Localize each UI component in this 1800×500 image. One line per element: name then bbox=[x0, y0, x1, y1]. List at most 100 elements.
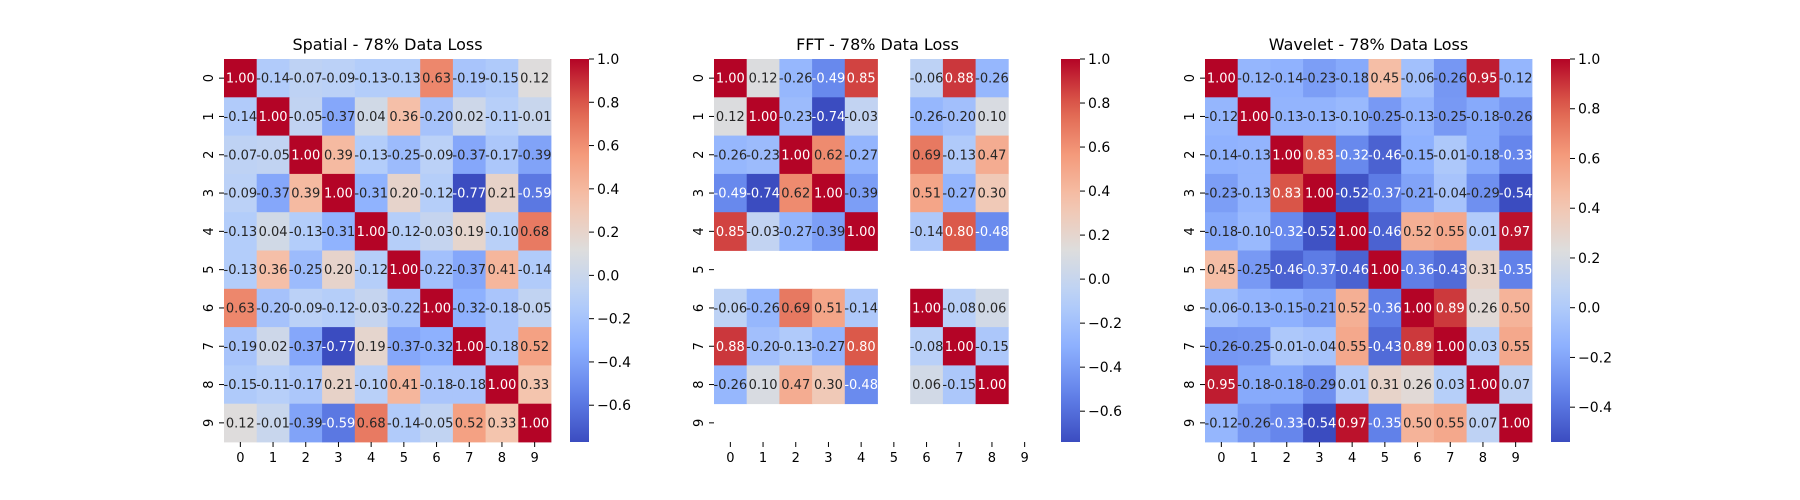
cell-value-label: 1.00 bbox=[357, 225, 386, 240]
heatmap-cell bbox=[1237, 365, 1271, 405]
cell-value-label: -0.13 bbox=[1401, 110, 1435, 125]
cell-value-label: 0.62 bbox=[781, 187, 810, 202]
cell-value-label: 0.20 bbox=[389, 187, 418, 202]
cell-value-label: -0.18 bbox=[1466, 110, 1500, 125]
heatmap-cell bbox=[1237, 327, 1271, 366]
cell-value-label: -0.46 bbox=[1368, 225, 1402, 240]
y-tick-label: 1 bbox=[692, 112, 707, 120]
heatmap-cell bbox=[289, 212, 323, 251]
cell-value-label: -0.15 bbox=[975, 340, 1009, 355]
heatmap-cell bbox=[1335, 173, 1369, 213]
heatmap-cell bbox=[518, 59, 552, 98]
cell-value-label: 1.00 bbox=[1501, 416, 1530, 431]
cell-value-label: -0.59 bbox=[322, 416, 356, 431]
cell-value-label: -0.14 bbox=[256, 72, 290, 87]
cell-value-label: 0.06 bbox=[912, 378, 941, 393]
y-tick-label: 0 bbox=[692, 74, 707, 82]
cell-value-label: -0.25 bbox=[289, 263, 323, 278]
cell-value-label: 1.00 bbox=[814, 187, 843, 202]
heatmap-cell bbox=[256, 327, 290, 366]
heatmap-cell bbox=[1335, 59, 1369, 98]
cell-value-label: -0.09 bbox=[224, 187, 258, 202]
heatmap-cell bbox=[1433, 250, 1467, 290]
heatmap-cell bbox=[518, 327, 552, 366]
heatmap-cell bbox=[844, 327, 878, 366]
cell-value-label: 0.07 bbox=[1501, 378, 1530, 393]
heatmap-cell bbox=[289, 59, 323, 98]
cell-value-label: -0.31 bbox=[322, 225, 356, 240]
heatmap-cell bbox=[322, 365, 356, 405]
heatmap-cell bbox=[1368, 327, 1402, 366]
cell-value-label: -0.09 bbox=[420, 148, 454, 163]
cell-value-label: -0.12 bbox=[322, 301, 356, 316]
heatmap-cell bbox=[452, 173, 486, 213]
heatmap-cell bbox=[1205, 59, 1239, 98]
heatmap-cell bbox=[1303, 365, 1337, 405]
heatmap-cell bbox=[354, 365, 388, 405]
cell-value-label: 0.20 bbox=[324, 263, 353, 278]
cell-value-label: 1.00 bbox=[977, 378, 1006, 393]
cell-value-label: -0.12 bbox=[1205, 416, 1239, 431]
cell-value-label: -0.20 bbox=[746, 340, 780, 355]
heatmap-cell bbox=[1433, 403, 1467, 443]
cell-value-label: 1.00 bbox=[1272, 148, 1301, 163]
heatmap-cell bbox=[1499, 403, 1533, 443]
y-tick-label: 3 bbox=[202, 189, 217, 197]
heatmap-cell bbox=[746, 212, 780, 251]
cell-value-label: -0.49 bbox=[714, 187, 748, 202]
heatmap-cell bbox=[1433, 212, 1467, 251]
cell-value-label: 0.30 bbox=[814, 378, 843, 393]
cell-value-label: -0.54 bbox=[1303, 416, 1337, 431]
cell-value-label: 0.31 bbox=[1468, 263, 1497, 278]
heatmap-cell bbox=[714, 97, 748, 136]
cell-value-label: 1.00 bbox=[389, 263, 418, 278]
cell-value-label: -0.13 bbox=[1270, 110, 1304, 125]
heatmap-cell bbox=[1499, 212, 1533, 251]
y-tick-label: 8 bbox=[692, 380, 707, 388]
cell-value-label: -0.14 bbox=[844, 301, 878, 316]
heatmap-cell bbox=[354, 212, 388, 251]
cell-value-label: 1.00 bbox=[781, 148, 810, 163]
heatmap-cell bbox=[354, 327, 388, 366]
heatmap-cell bbox=[1466, 59, 1500, 98]
heatmap-cell bbox=[746, 97, 780, 136]
cell-value-label: -0.37 bbox=[452, 263, 486, 278]
cell-value-label: 1.00 bbox=[487, 378, 516, 393]
cell-value-label: 1.00 bbox=[912, 301, 941, 316]
cell-value-label: 0.68 bbox=[357, 416, 386, 431]
heatmap-cell bbox=[289, 135, 323, 175]
cell-value-label: -0.22 bbox=[420, 263, 454, 278]
chart-title: Wavelet - 78% Data Loss bbox=[1269, 35, 1468, 54]
heatmap-cell bbox=[746, 59, 780, 98]
heatmap-cell bbox=[1237, 250, 1271, 290]
heatmap-cell bbox=[1433, 59, 1467, 98]
heatmap-cell bbox=[322, 327, 356, 366]
heatmap-cell bbox=[942, 173, 976, 213]
heatmap-cell bbox=[289, 250, 323, 290]
x-tick-label: 2 bbox=[792, 451, 800, 466]
heatmap-cell bbox=[420, 288, 454, 328]
cell-value-label: 0.55 bbox=[1436, 416, 1465, 431]
cell-value-label: 1.00 bbox=[847, 225, 876, 240]
cell-value-label: -0.05 bbox=[256, 148, 290, 163]
cell-value-label: 0.10 bbox=[749, 378, 778, 393]
heatmap-cell bbox=[1368, 288, 1402, 328]
cell-value-label: -0.39 bbox=[518, 148, 552, 163]
heatmap-cell bbox=[844, 59, 878, 98]
heatmap-cell bbox=[452, 97, 486, 136]
colorbar bbox=[1551, 59, 1570, 442]
y-tick-label: 2 bbox=[1183, 151, 1198, 159]
y-tick-label: 7 bbox=[692, 342, 707, 350]
heatmap-cell bbox=[354, 250, 388, 290]
colorbar-tick-label: 0.4 bbox=[597, 182, 619, 198]
cell-value-label: 0.01 bbox=[1338, 378, 1367, 393]
cell-value-label: -0.25 bbox=[387, 148, 421, 163]
cell-value-label: -0.03 bbox=[420, 225, 454, 240]
cell-value-label: 0.36 bbox=[389, 110, 418, 125]
cell-value-label: -0.52 bbox=[1303, 225, 1337, 240]
heatmap-cell bbox=[714, 173, 748, 213]
heatmap-cell bbox=[289, 173, 323, 213]
x-tick-label: 5 bbox=[1381, 451, 1389, 466]
x-tick-label: 4 bbox=[367, 451, 375, 466]
colorbar-tick-label: −0.4 bbox=[1578, 400, 1612, 416]
